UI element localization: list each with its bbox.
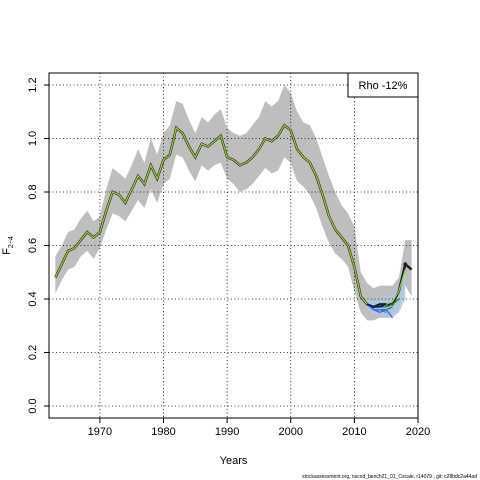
footer-text: stockassessment.org, nscod_bench21_01_Cs… xyxy=(302,474,477,480)
peel-overlay-line xyxy=(54,124,368,305)
grid-lines xyxy=(49,73,419,418)
x-tick-label: 2000 xyxy=(279,426,303,438)
y-axis-label-group: F2−4 xyxy=(1,236,15,255)
y-tick-label: 0.2 xyxy=(27,345,39,360)
y-axis-label: F xyxy=(1,248,13,255)
x-tick-label: 1980 xyxy=(151,426,175,438)
x-tick-label: 1990 xyxy=(215,426,239,438)
y-tick-label: 0.8 xyxy=(27,184,39,199)
legend: Rho -12% xyxy=(347,72,419,98)
y-tick-label: 0.6 xyxy=(27,238,39,253)
x-tick-label: 2010 xyxy=(342,426,366,438)
legend-text: Rho -12% xyxy=(359,80,408,92)
legend-box xyxy=(347,72,419,98)
estimate-point xyxy=(403,262,408,267)
y-tick-label: 1.0 xyxy=(27,131,39,146)
y-tick-label: 1.2 xyxy=(27,77,39,92)
y-axis-label-subscript: 2−4 xyxy=(8,236,15,248)
y-axis-ticks: 0.0 0.2 0.4 0.6 0.8 1.0 1.2 xyxy=(27,77,49,414)
y-tick-label: 0.4 xyxy=(27,291,39,306)
y-tick-label: 0.0 xyxy=(27,398,39,413)
x-tick-label: 2020 xyxy=(406,426,430,438)
series-lines xyxy=(54,123,413,319)
peel-line xyxy=(366,303,387,308)
peel-line xyxy=(366,303,394,319)
x-axis-label: Years xyxy=(220,455,248,467)
plot-frame xyxy=(48,72,419,419)
x-axis-ticks: 1970 1980 1990 2000 2010 2020 xyxy=(88,418,430,438)
x-tick-label: 1970 xyxy=(88,426,112,438)
svg-text:F2−4: F2−4 xyxy=(1,236,15,255)
